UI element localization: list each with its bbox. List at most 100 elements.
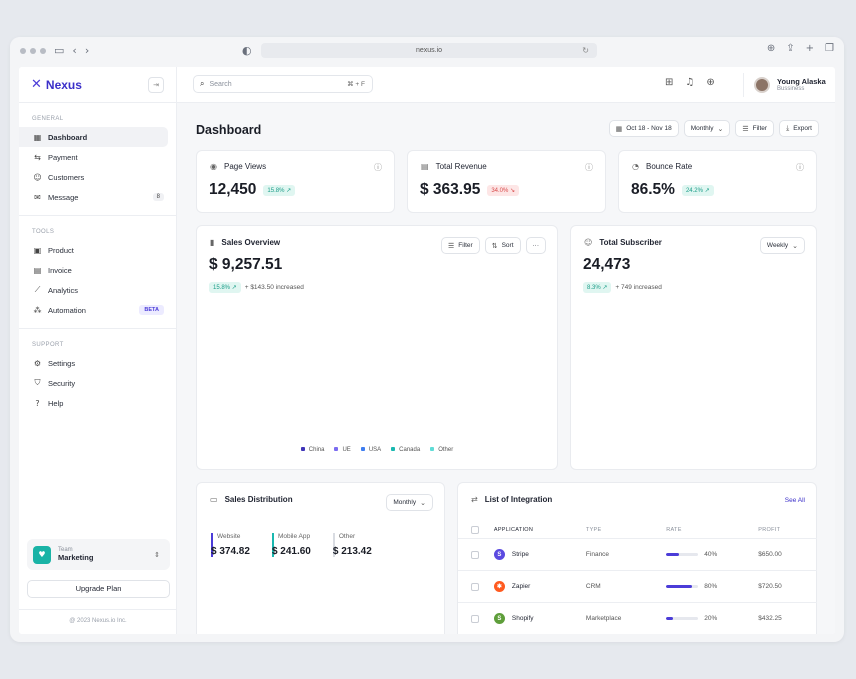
integration-list-card: ⇄ List of Integration See All APPLICATION… <box>457 482 817 634</box>
team-switcher[interactable]: ♥ Team Marketing ⇕ <box>27 539 170 570</box>
search-shortcut: ⌘ + F <box>347 81 365 88</box>
info-icon[interactable]: ⓘ <box>796 163 804 172</box>
distribution-donut-chart <box>197 483 444 634</box>
distribution-item: Website $ 374.82 <box>211 533 250 557</box>
sidebar-item-message[interactable]: ✉ Message 8 <box>19 187 168 207</box>
privacy-icon[interactable]: ◐ <box>242 44 252 57</box>
gift-icon[interactable]: ⊞ <box>665 77 674 88</box>
brand[interactable]: ✕ Nexus ⇥ <box>19 67 176 103</box>
nav-section-title: SUPPORT <box>32 342 64 348</box>
filter-button[interactable]: ☰ Filter <box>735 120 775 137</box>
subscriber-total: 24,473 <box>583 256 631 273</box>
chart-filter-button[interactable]: ☰ Filter <box>440 237 480 254</box>
sidebar-item-payment[interactable]: ⇆ Payment <box>19 147 168 167</box>
integration-table: APPLICATION TYPE RATE PROFIT S Stripe Finance 4… <box>458 521 817 634</box>
sort-button[interactable]: ⇅ Sort <box>484 237 521 254</box>
row-checkbox[interactable] <box>471 614 479 623</box>
page-title: Dashboard <box>196 123 262 137</box>
sidebar-toggle-icon[interactable]: ▭ <box>54 44 65 57</box>
app-cell: S Stripe <box>493 549 586 560</box>
card-title: List of Integration <box>484 495 553 504</box>
stat-value: $ 363.95 <box>420 181 481 198</box>
sidebar-item-invoice[interactable]: ▤ Invoice <box>19 260 168 280</box>
download-icon[interactable]: ⊕ <box>766 43 776 54</box>
nexus-logo-icon: ✕ <box>31 77 42 92</box>
legend-item: China <box>300 447 324 453</box>
row-checkbox[interactable] <box>471 582 479 591</box>
user-name: Young Alaska <box>777 76 826 86</box>
address-bar[interactable]: nexus.io ↻ <box>261 43 597 58</box>
app-name: Zapier <box>511 583 531 590</box>
window-controls[interactable] <box>20 47 46 54</box>
sidebar-item-analytics[interactable]: ⟋ Analytics <box>19 280 168 300</box>
stat-label: Page Views <box>223 162 267 171</box>
calendar-icon: ▦ <box>615 124 623 133</box>
filter-icon: ☰ <box>742 124 749 133</box>
weekly-select[interactable]: Weekly ⌄ <box>759 237 805 254</box>
sidebar-item-label: Automation <box>48 305 86 315</box>
sidebar-item-security[interactable]: ⛉ Security <box>19 373 168 393</box>
info-icon[interactable]: ⓘ <box>374 163 382 172</box>
download-icon: ⤓ <box>786 124 790 132</box>
more-button[interactable]: ··· <box>525 237 546 254</box>
column-header: APPLICATION <box>493 526 534 533</box>
user-icon: ☺ <box>584 238 593 247</box>
rate-progress-fill <box>666 617 673 620</box>
stat-card-total-revenue: ▤ Total Revenue ⓘ $ 363.95 34.0% ↘ <box>407 150 606 213</box>
legend-swatch <box>360 447 365 452</box>
sidebar-item-label: Message <box>48 192 79 202</box>
analytics-icon: ⟋ <box>34 285 41 294</box>
app-cell: ✱ Zapier <box>493 581 586 592</box>
monthly-select[interactable]: Monthly ⌄ <box>386 494 433 511</box>
gear-icon: ⚙ <box>33 358 42 368</box>
info-icon[interactable]: ⓘ <box>585 163 593 172</box>
sales-overview-chart: $2,988,20Oct$1,765,09Nov$4,005,65Dec <box>197 226 557 469</box>
upgrade-plan-button[interactable]: Upgrade Plan <box>27 580 170 598</box>
sidebar-item-automation[interactable]: ⁂ Automation BETA <box>19 300 168 320</box>
stripe-icon: S <box>493 549 505 560</box>
chevron-down-icon: ⌄ <box>717 124 724 133</box>
sidebar-item-label: Product <box>48 245 74 255</box>
sidebar-item-label: Customers <box>48 172 85 182</box>
row-checkbox[interactable] <box>471 550 479 559</box>
rate-value: 80% <box>704 583 718 590</box>
export-button[interactable]: ⤓ Export <box>779 120 819 137</box>
sidebar-item-product[interactable]: ▣ Product <box>19 240 168 260</box>
sidebar-item-settings[interactable]: ⚙ Settings <box>19 353 168 373</box>
tabs-icon[interactable]: ❐ <box>825 43 834 54</box>
message-icon: ✉ <box>34 192 41 202</box>
filter-icon: ☰ <box>447 241 455 250</box>
date-range-button[interactable]: ▦ Oct 18 - Nov 18 <box>608 120 679 137</box>
sidebar-item-help[interactable]: ? Help <box>19 393 168 413</box>
period-select[interactable]: Monthly ⌄ <box>683 120 731 137</box>
collapse-sidebar-button[interactable]: ⇥ <box>148 77 164 93</box>
add-icon[interactable]: ⊕ <box>706 77 715 88</box>
change-badge: 24.2% ↗ <box>681 184 714 196</box>
brand-name: Nexus <box>45 77 82 92</box>
help-icon: ? <box>35 398 40 408</box>
table-row[interactable]: ✱ Zapier CRM 80% $720.50 <box>458 571 817 603</box>
column-header: RATE <box>666 526 682 533</box>
table-row[interactable]: S Stripe Finance 40% $650.00 <box>458 539 817 571</box>
distribution-item: Mobile App $ 241.60 <box>271 533 311 557</box>
share-icon[interactable]: ⇪ <box>786 43 795 54</box>
sidebar-item-customers[interactable]: ☺ Customers <box>19 167 168 187</box>
chevron-updown-icon: ⇕ <box>154 550 160 559</box>
user-menu[interactable]: Young Alaska Bussiness <box>743 73 826 97</box>
new-tab-icon[interactable]: + <box>805 43 815 54</box>
bell-icon[interactable]: ♫ <box>685 77 695 88</box>
select-all-checkbox[interactable] <box>471 525 479 534</box>
reload-icon[interactable]: ↻ <box>582 46 589 55</box>
team-icon: ♥ <box>33 545 51 564</box>
table-row[interactable]: S Shopify Marketplace 20% $432.25 <box>458 603 817 634</box>
rate-cell: 80% <box>666 583 758 590</box>
sidebar-item-label: Settings <box>48 358 76 368</box>
forward-icon[interactable]: › <box>84 44 90 57</box>
back-icon[interactable]: ‹ <box>72 44 77 57</box>
sidebar-item-dashboard[interactable]: ▦ Dashboard <box>19 127 168 147</box>
see-all-link[interactable]: See All <box>784 497 805 504</box>
grid-icon: ▦ <box>33 132 42 142</box>
card-title: Sales Overview <box>221 238 281 247</box>
search-input[interactable]: ⌕ Search ⌘ + F <box>193 75 373 93</box>
change-badge: 34.0% ↘ <box>487 184 520 196</box>
